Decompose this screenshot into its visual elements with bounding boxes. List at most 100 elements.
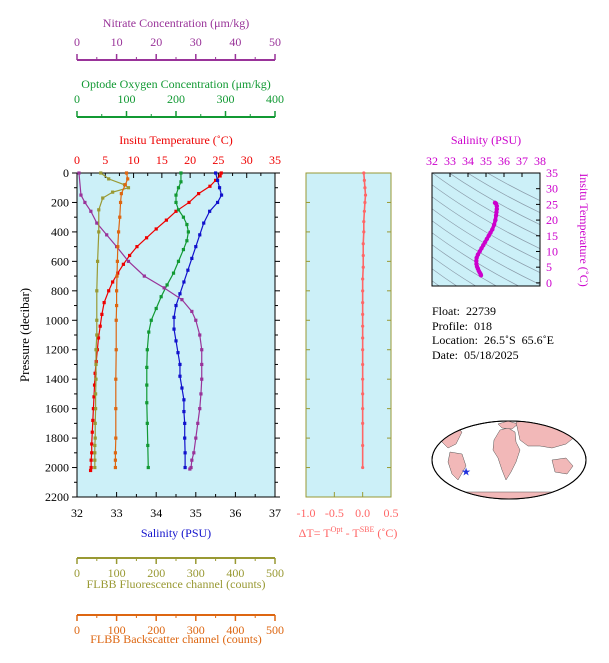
fluorescence-tick-label: 0 bbox=[74, 566, 80, 580]
continent-africa bbox=[492, 427, 521, 481]
salinity-point bbox=[190, 256, 194, 261]
salinity-point bbox=[174, 339, 178, 343]
temperature-point bbox=[90, 451, 94, 455]
fluorescence-point bbox=[95, 289, 99, 293]
nitrate-point bbox=[83, 200, 87, 205]
nitrate-point bbox=[162, 286, 166, 290]
nitrate-point bbox=[200, 362, 204, 367]
oxygen-point bbox=[165, 283, 169, 287]
isopycnal-line bbox=[432, 220, 540, 285]
delta-t-point bbox=[362, 220, 366, 224]
delta-t-axis-title: ΔT= TOpt - TSBE (˚C) bbox=[299, 525, 398, 540]
delta-t-point bbox=[361, 443, 365, 448]
backscatter-point bbox=[114, 318, 118, 322]
fluorescence-point bbox=[107, 177, 111, 181]
backscatter-tick-label: 300 bbox=[187, 623, 205, 637]
salinity-point bbox=[183, 465, 187, 470]
salinity-point bbox=[172, 315, 176, 319]
temperature-point bbox=[93, 371, 97, 375]
ts-y-axis-title: Insitu Temperature (˚C) bbox=[577, 173, 591, 287]
nitrate-tick-label: 40 bbox=[229, 35, 241, 49]
salinity-point bbox=[214, 171, 218, 175]
temperature-point bbox=[197, 192, 201, 196]
ts-x-tick-label: 38 bbox=[534, 154, 546, 168]
temperature-point bbox=[218, 174, 222, 178]
oxygen-point bbox=[159, 295, 163, 299]
ts-y-tick-label: 35 bbox=[546, 166, 558, 180]
nitrate-point bbox=[194, 436, 198, 440]
isopycnal-line bbox=[432, 256, 477, 286]
backscatter-point bbox=[118, 200, 123, 205]
backscatter-point bbox=[115, 259, 119, 263]
oxygen-point bbox=[185, 222, 189, 227]
delta-t-point bbox=[361, 265, 365, 269]
fluorescence-point bbox=[93, 421, 97, 425]
fluorescence-point bbox=[94, 348, 98, 352]
nitrate-point bbox=[142, 274, 146, 278]
ts-y-tick-label: 10 bbox=[546, 244, 558, 258]
fluorescence-point bbox=[93, 458, 97, 462]
pressure-tick-label: 200 bbox=[51, 195, 69, 209]
salinity-point bbox=[182, 398, 186, 402]
ts-point bbox=[491, 222, 497, 227]
salinity-point bbox=[183, 421, 187, 425]
temperature-point bbox=[91, 418, 95, 423]
delta-t-point bbox=[361, 362, 365, 367]
ts-x-tick-label: 33 bbox=[444, 154, 456, 168]
oxygen-point bbox=[145, 365, 149, 369]
temperature-point bbox=[219, 171, 223, 175]
float-location-star: ★ bbox=[461, 466, 471, 478]
oxygen-point bbox=[179, 180, 183, 184]
backscatter-tick-label: 0 bbox=[74, 623, 80, 637]
nitrate-point bbox=[95, 221, 99, 225]
temperature-point bbox=[121, 262, 125, 266]
delta-t-point bbox=[361, 377, 365, 381]
delta-t-tick-label: 0.0 bbox=[355, 506, 370, 520]
profile-number: Profile: 018 bbox=[432, 318, 492, 333]
float-location: Location: 26.5˚S 65.6˚E bbox=[432, 333, 554, 347]
temperature-point bbox=[144, 236, 149, 240]
delta-t-point bbox=[361, 392, 365, 396]
oxygen-point bbox=[186, 230, 190, 234]
oxygen-point bbox=[176, 259, 181, 263]
fluorescence-tick-label: 100 bbox=[108, 566, 126, 580]
salinity-point bbox=[183, 451, 187, 455]
salinity-point bbox=[172, 327, 176, 331]
oxygen-point bbox=[179, 171, 183, 175]
nitrate-tick-label: 0 bbox=[74, 35, 80, 49]
profile-plot-area bbox=[76, 172, 276, 498]
backscatter-point bbox=[113, 451, 118, 455]
fluorescence-point bbox=[95, 259, 100, 263]
continent-south-america bbox=[447, 451, 467, 481]
temperature-axis-title: Insitu Temperature (˚C) bbox=[119, 133, 233, 147]
nitrate-point bbox=[194, 318, 198, 322]
pressure-tick-label: 1600 bbox=[45, 402, 69, 416]
delta-t-title-superscript: SBE bbox=[360, 525, 375, 534]
temperature-point bbox=[90, 430, 94, 434]
pressure-tick-label: 2000 bbox=[45, 461, 69, 475]
ts-x-tick-label: 35 bbox=[480, 154, 492, 168]
temperature-tick-label: 0 bbox=[74, 153, 80, 167]
fluorescence-point bbox=[93, 443, 97, 448]
nitrate-point bbox=[126, 259, 131, 263]
salinity-point bbox=[215, 178, 220, 182]
temperature-point bbox=[91, 407, 96, 411]
world-map-inset: ★ bbox=[431, 420, 587, 500]
temperature-tick-label: 5 bbox=[102, 153, 108, 167]
delta-t-point bbox=[362, 230, 366, 234]
temperature-point bbox=[92, 395, 96, 399]
pressure-tick-label: 400 bbox=[51, 225, 69, 239]
pressure-tick-label: 1400 bbox=[45, 372, 69, 386]
pressure-tick-label: 1200 bbox=[45, 343, 69, 357]
nitrate-point bbox=[89, 209, 93, 213]
backscatter-point bbox=[126, 177, 130, 181]
isopycnal-line bbox=[466, 173, 540, 213]
delta-t-point bbox=[361, 348, 365, 352]
nitrate-point bbox=[105, 233, 109, 237]
fluorescence-point bbox=[93, 436, 97, 440]
pressure-tick-label: 600 bbox=[51, 254, 69, 268]
profile-date: Date: 05/18/2025 bbox=[432, 347, 519, 362]
backscatter-point bbox=[116, 230, 121, 234]
fluorescence-point bbox=[99, 171, 103, 175]
